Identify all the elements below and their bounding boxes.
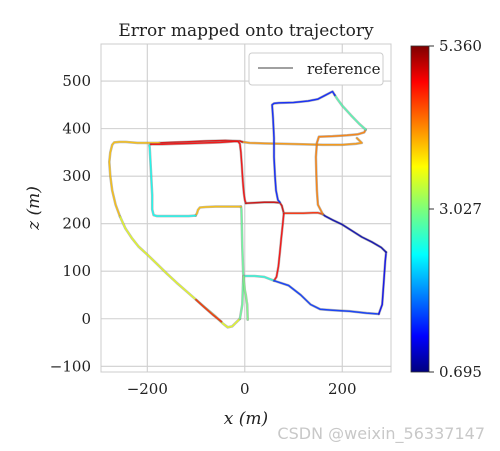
reference-path-segment-9 xyxy=(244,201,286,215)
error-path-segment-7 xyxy=(148,143,197,217)
reference-path-segment-7 xyxy=(148,143,197,218)
y-tick-label: 400 xyxy=(62,120,91,138)
x-tick-label: 0 xyxy=(240,380,250,398)
y-tick-label: 200 xyxy=(62,215,91,233)
error-path-segment-15 xyxy=(378,251,387,315)
error-path-segment-13 xyxy=(243,275,249,321)
reference-path-segment-18 xyxy=(333,94,368,131)
trajectory-segments xyxy=(108,90,388,329)
error-path-segment-8 xyxy=(149,140,247,204)
y-tick-label: 100 xyxy=(62,262,91,280)
legend-box xyxy=(248,52,384,86)
reference-path-segment-8 xyxy=(149,140,248,205)
chart-title: Error mapped onto trajectory xyxy=(118,21,374,41)
error-path-segment-12 xyxy=(243,275,275,282)
x-tick-labels: −200 0 200 xyxy=(127,380,357,398)
plot-frame xyxy=(100,43,392,373)
colorbar-max-label: 5.360 xyxy=(439,37,482,55)
reference-path-segment-3 xyxy=(118,215,242,329)
x-tick-label: −200 xyxy=(127,380,168,398)
error-path-segment-0 xyxy=(241,137,363,146)
y-tick-label: 500 xyxy=(62,72,91,90)
error-path-segment-3 xyxy=(119,215,241,329)
error-path-segment-17 xyxy=(315,128,367,215)
error-path-segment-2 xyxy=(108,141,161,218)
colorbar-min-label: 0.695 xyxy=(439,363,482,381)
x-axis-label: x (m) xyxy=(224,409,268,429)
error-path-segment-6 xyxy=(194,205,242,217)
error-path-segment-9 xyxy=(245,201,285,214)
error-path-segment-10 xyxy=(283,212,324,215)
legend: reference xyxy=(248,52,384,86)
error-path-segment-14 xyxy=(273,279,380,315)
error-path-segment-19 xyxy=(271,90,336,204)
legend-reference-label: reference xyxy=(307,60,381,78)
error-path-segment-18 xyxy=(334,94,367,131)
x-tick-label: 200 xyxy=(328,380,357,398)
error-path-segment-16 xyxy=(322,213,387,253)
colorbar: 5.360 3.027 0.695 xyxy=(410,37,482,381)
error-path-segment-5 xyxy=(239,205,245,320)
reference-path-segment-19 xyxy=(270,90,337,204)
colorbar-mid-label: 3.027 xyxy=(439,200,482,218)
error-path-segment-1 xyxy=(158,139,244,144)
y-axis-label: z (m) xyxy=(24,186,44,231)
watermark: CSDN @weixin_56337147 xyxy=(277,424,485,444)
y-tick-labels: −100 0 100 200 300 400 500 xyxy=(50,72,91,375)
colorbar-gradient xyxy=(410,45,430,373)
y-tick-label: 300 xyxy=(62,167,91,185)
grid-lines xyxy=(101,44,391,372)
y-tick-label: −100 xyxy=(50,357,91,375)
error-path-segment-4 xyxy=(195,298,223,323)
error-path-segment-11 xyxy=(273,212,285,282)
y-tick-label: 0 xyxy=(81,310,91,328)
